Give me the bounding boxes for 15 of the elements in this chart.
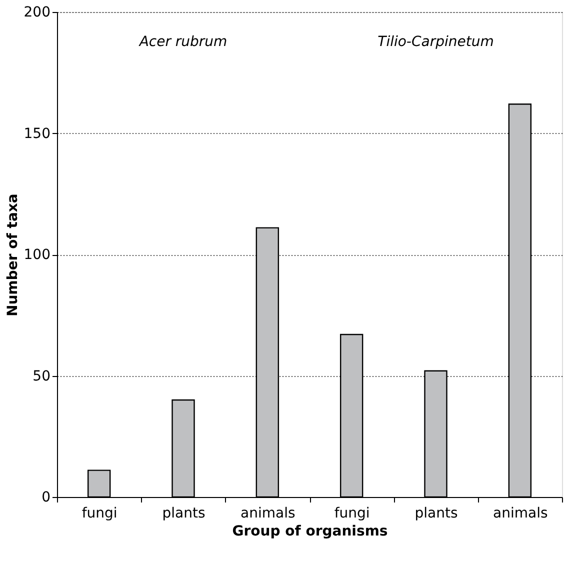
y-axis-title: Number of taxa xyxy=(4,194,21,316)
x-tick-label: animals xyxy=(240,506,296,522)
x-tick-label: animals xyxy=(493,506,548,522)
x-axis-title: Group of organisms xyxy=(232,524,388,540)
y-tick-label: 200 xyxy=(24,4,50,20)
y-tick-label: 100 xyxy=(24,247,50,263)
y-tick-label: 0 xyxy=(42,490,50,506)
x-tick-label: plants xyxy=(162,506,206,522)
y-tick-label: 150 xyxy=(24,126,50,142)
x-tick-label: fungi xyxy=(82,506,118,522)
annotation: Tilio-Carpinetum xyxy=(378,34,494,50)
x-tick-label: fungi xyxy=(334,506,370,522)
annotation: Acer rubrum xyxy=(138,34,228,50)
y-tick-label: 50 xyxy=(32,368,50,384)
x-tick-label: plants xyxy=(414,506,458,522)
